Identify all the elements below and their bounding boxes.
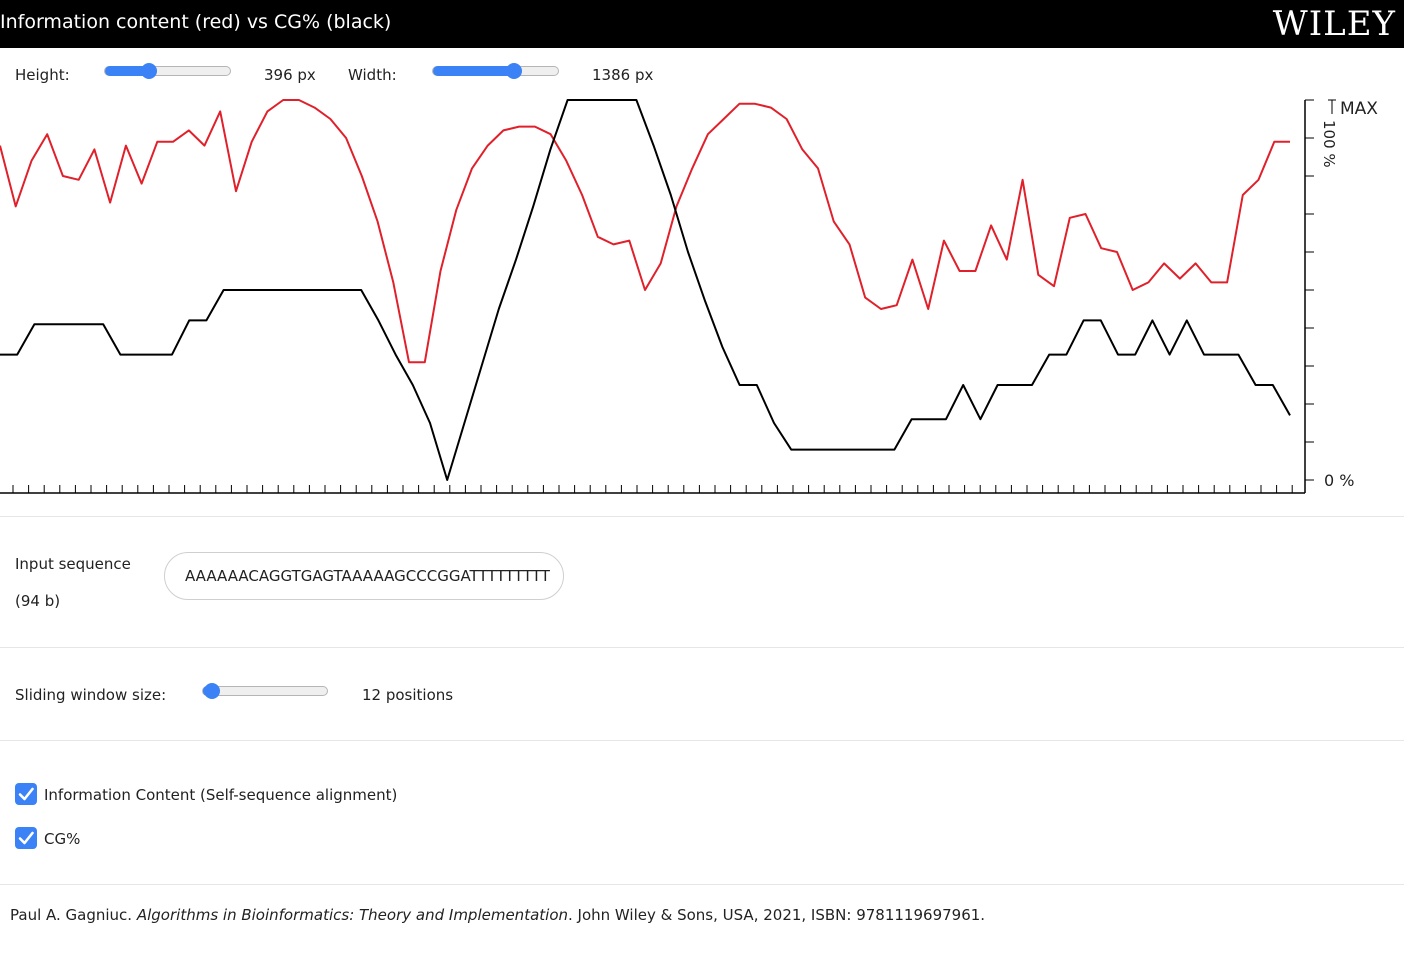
sequence-input[interactable]: AAAAAACAGGTGAGTAAAAAGCCCGGATTTTTTTTT [164,552,564,600]
width-value: 1386 px [592,66,654,84]
wiley-logo: WILEY [1272,4,1396,44]
chart-area: MAX 100 % 0 % [0,90,1404,500]
window-size-slider[interactable] [202,683,328,699]
y-axis [1304,99,1336,493]
check-icon [18,831,34,845]
divider [0,647,1404,648]
citation: Paul A. Gagniuc. Algorithms in Bioinform… [10,906,985,924]
height-slider-thumb[interactable] [141,63,157,79]
height-slider-fill [105,66,149,76]
divider [0,516,1404,517]
page-title: Information content (red) vs CG% (black) [0,11,392,33]
width-slider-fill [433,66,514,76]
citation-publisher: . John Wiley & Sons, USA, 2021, ISBN: 97… [568,906,986,924]
x-axis [0,485,1305,494]
info-content-checkbox[interactable] [15,783,37,805]
header-bar: Information content (red) vs CG% (black)… [0,0,1404,48]
divider [0,884,1404,885]
info-content-label: Information Content (Self-sequence align… [44,786,398,804]
width-slider[interactable] [432,63,559,79]
window-slider-thumb[interactable] [204,683,220,699]
height-slider[interactable] [104,63,231,79]
citation-book-title: Algorithms in Bioinformatics: Theory and… [136,906,568,924]
cg-label: CG% [44,830,81,848]
height-label: Height: [15,66,70,84]
chart-svg: MAX 100 % 0 % [0,99,1378,494]
window-size-value: 12 positions [362,686,454,704]
window-size-label: Sliding window size: [15,686,167,704]
citation-author: Paul A. Gagniuc. [10,906,133,924]
input-sequence-label: Input sequence [15,555,131,573]
sequence-length: (94 b) [15,592,61,610]
y-0-label: 0 % [1324,471,1354,490]
width-label: Width: [348,66,397,84]
divider [0,740,1404,741]
cg-checkbox[interactable] [15,827,37,849]
series-information-content [0,99,1290,364]
y-max-label: MAX [1340,99,1378,119]
y-100-label: 100 % [1320,120,1338,168]
width-slider-thumb[interactable] [506,63,522,79]
series-cg-percent [0,99,1291,481]
height-value: 396 px [264,66,316,84]
check-icon [18,787,34,801]
